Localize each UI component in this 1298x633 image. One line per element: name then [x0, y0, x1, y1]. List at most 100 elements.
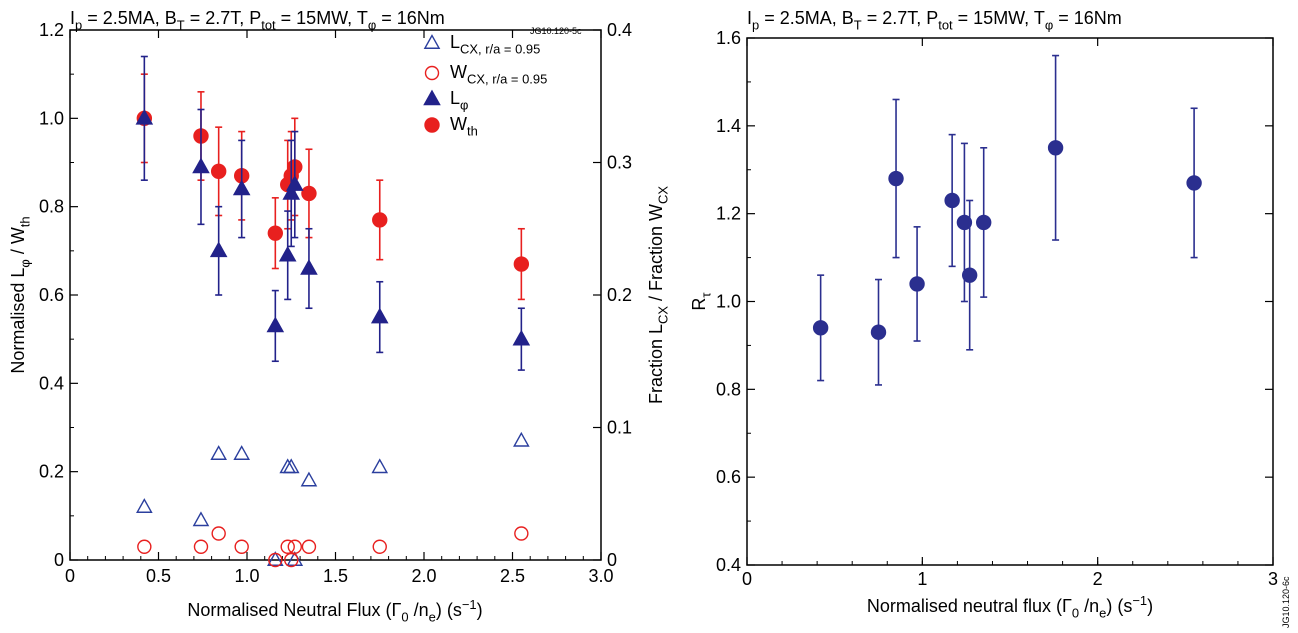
data-point — [211, 526, 226, 541]
x-tick-label: 1 — [917, 569, 927, 589]
x-tick-label: 2.0 — [411, 566, 436, 586]
left-code-label: JG10.120-5c — [530, 26, 582, 36]
data-point — [944, 192, 960, 209]
y-tick-label: 0.6 — [39, 285, 64, 305]
y2-tick-label: 0 — [607, 550, 617, 570]
y-tick-label: 1.0 — [716, 292, 741, 312]
data-point — [370, 307, 389, 324]
series-W_th — [136, 73, 530, 301]
data-point — [232, 179, 251, 196]
left-title: Ip = 2.5MA, BT = 2.7T, Ptot = 15MW, Tφ =… — [70, 8, 445, 32]
right-x-axis-label: Normalised neutral flux (Γ0 /ne) (s−1) — [867, 593, 1153, 620]
x-tick-label: 3.0 — [588, 566, 613, 586]
legend-marker — [424, 117, 440, 133]
x-tick-label: 1.0 — [234, 566, 259, 586]
data-point — [301, 185, 317, 202]
y-tick-label: 1.4 — [716, 116, 741, 136]
data-point — [284, 552, 299, 568]
data-point — [285, 175, 304, 191]
x-tick-label: 0 — [65, 566, 75, 586]
series-L_phi — [135, 55, 531, 371]
data-point — [136, 498, 153, 513]
data-point — [267, 225, 284, 241]
y-tick-label: 0.6 — [716, 467, 741, 487]
x-tick-label: 0 — [742, 569, 752, 589]
series-L_CX — [136, 431, 530, 566]
data-point — [268, 552, 283, 568]
data-point — [870, 324, 887, 340]
legend-label: WCX, r/a = 0.95 — [450, 62, 547, 86]
legend-label: Wth — [450, 114, 478, 138]
data-point — [193, 539, 209, 554]
data-point — [209, 241, 228, 258]
y-tick-label: 1.2 — [716, 204, 741, 224]
data-point — [976, 214, 992, 231]
x-tick-label: 0.5 — [146, 566, 171, 586]
series-r-tau — [812, 54, 1202, 386]
data-point — [1047, 140, 1064, 156]
legend-marker — [423, 34, 441, 49]
data-point — [278, 245, 297, 262]
data-point — [192, 511, 210, 527]
x-tick-label: 2.5 — [500, 566, 525, 586]
data-point — [287, 539, 302, 554]
data-point — [135, 108, 154, 125]
data-point — [282, 458, 300, 474]
data-point — [137, 539, 152, 554]
series-W_CX — [137, 526, 529, 568]
right-title: Ip = 2.5MA, BT = 2.7T, Ptot = 15MW, Tφ =… — [747, 8, 1122, 32]
left-y-axis-label: Normalised Lφ / Wth — [8, 216, 32, 373]
data-point — [300, 471, 318, 487]
data-point — [371, 458, 389, 474]
y-tick-label: 0.2 — [39, 462, 64, 482]
data-point — [301, 539, 317, 554]
y-tick-label: 1.6 — [716, 28, 741, 48]
x-tick-label: 3 — [1268, 569, 1278, 589]
left-chart: 0 0.5 1.0 1.5 2.0 2.5 3.000.20.40.60.81.01.200… — [8, 8, 670, 624]
right-y-axis-label: Rτ — [689, 292, 713, 311]
data-point — [267, 551, 284, 566]
legend-label: LCX, r/a = 0.95 — [450, 32, 540, 56]
legend-label: Lφ — [450, 88, 468, 112]
x-tick-label: 2 — [1093, 569, 1103, 589]
data-point — [513, 256, 530, 272]
data-point — [192, 157, 210, 174]
y-tick-label: 1.2 — [39, 20, 64, 40]
data-point — [210, 163, 227, 180]
data-point — [372, 212, 388, 228]
right-code-label: JG10.120-6c — [1281, 576, 1291, 628]
data-point — [513, 431, 530, 447]
y2-tick-label: 0.3 — [607, 153, 632, 173]
data-point — [888, 170, 904, 187]
left-x-axis-label: Normalised Neutral Flux (Γ0 /ne) (s−1) — [187, 597, 482, 624]
data-point — [514, 526, 529, 541]
data-point — [280, 539, 295, 554]
data-point — [961, 267, 978, 283]
y-tick-label: 0.4 — [716, 555, 741, 575]
data-point — [233, 445, 251, 460]
data-point — [1186, 175, 1202, 191]
y2-tick-label: 0.4 — [607, 20, 632, 40]
data-point — [300, 259, 318, 275]
data-point — [512, 329, 531, 346]
y-tick-label: 0.4 — [39, 373, 64, 393]
data-point — [909, 276, 925, 292]
legend-marker — [424, 65, 440, 81]
left-y2-axis-label: Fraction LCX / Fraction WCX — [646, 186, 670, 404]
data-point — [956, 214, 973, 231]
data-point — [266, 316, 285, 333]
x-tick-label: 1.5 — [323, 566, 348, 586]
y-tick-label: 0.8 — [716, 379, 741, 399]
data-point — [234, 539, 249, 554]
y2-tick-label: 0.1 — [607, 418, 632, 438]
y-tick-label: 0 — [54, 550, 64, 570]
y-tick-label: 1.0 — [39, 108, 64, 128]
data-point — [210, 445, 227, 460]
y2-tick-label: 0.2 — [607, 285, 632, 305]
data-point — [372, 539, 387, 554]
right-chart: 0 1 2 3 0.4 0.6 0.8 1.0 1.2 1.4 1.6 Ip = 2.5MA, BT … — [689, 8, 1291, 628]
legend-marker — [423, 89, 441, 106]
data-point — [812, 320, 829, 336]
